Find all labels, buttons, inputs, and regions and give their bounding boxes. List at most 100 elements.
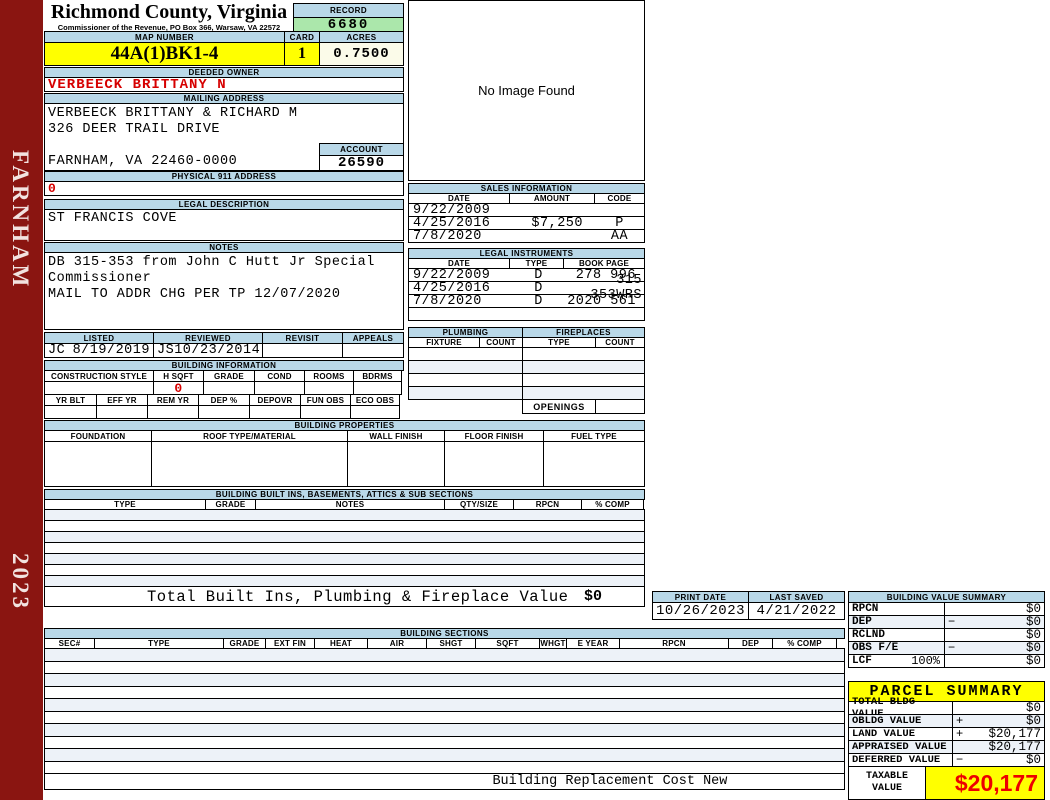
section-row [44,723,845,737]
ps-value-deferred: − $0 [952,753,1045,767]
plumbing-row [408,373,523,387]
instruments-col-book: BOOK PAGE [563,258,645,269]
dep-pct-value [198,405,250,419]
fireplaces-box: FIREPLACES TYPE COUNT OPENINGS [522,327,645,414]
cond-value [254,381,305,395]
instrument-date: 7/8/2020 [413,293,482,309]
map-section: MAP NUMBER CARD ACRES 44A(1)BK1-4 1 0.75… [44,31,404,66]
sales-row: 7/8/2020 AA [408,228,645,244]
vs-op: − [948,615,956,629]
vs-amount: $0 [1025,641,1041,655]
instrument-row [408,307,645,321]
visits-section: LISTED REVIEWED REVISIT APPEALS JC 8/19/… [44,332,404,358]
district-sidebar: FARNHAM 2023 [0,0,43,800]
vs-value-obs: − $0 [944,641,1045,655]
account-value: 26590 [319,155,404,171]
fireplaces-row [522,347,645,361]
instrument-book-page: 2020 561 [567,293,636,309]
section-row [44,648,845,662]
section-row [44,660,845,674]
sec-col-11: DEP [728,638,773,649]
print-date-value: 10/26/2023 [652,602,749,620]
plumbing-fireplaces-section: PLUMBING FIXTURE COUNT FIREPLACES TYPE C… [408,327,645,414]
fireplaces-row [522,386,645,400]
taxable-value-label: TAXABLE VALUE [848,766,926,800]
county-title-block: Richmond County, Virginia Commissioner o… [44,0,294,33]
taxable-value: $20,177 [925,766,1045,800]
vs-value-lcf: $0 [944,654,1045,668]
building-sections: BUILDING SECTIONS SEC# TYPE GRADE EXT FI… [44,628,845,790]
mailing-line-4: FARNHAM, VA 22460-0000 [48,154,238,169]
notes-line-2: Commissioner [48,271,152,286]
owner-section: DEEDED OWNER VERBEECK BRITTANY N [44,67,404,93]
instrument-book-page: 278 996 [575,267,636,283]
plumbing-col-fixture: FIXTURE [408,337,480,348]
instrument-type: D [534,280,543,296]
sec-col-1: TYPE [94,638,224,649]
ps-op: + [956,727,964,741]
ps-amount: $0 [1025,714,1041,728]
notes-line-3: MAIL TO ADDR CHG PER TP 12/07/2020 [48,287,341,302]
sale-amount: $7,250 [531,215,583,231]
builtins-col-qty: QTY/SIZE [444,499,514,510]
map-number-value: 44A(1)BK1-4 [44,42,285,66]
builtins-total-row: Total Built Ins, Plumbing & Fireplace Va… [44,586,645,607]
vs-label-rpcn: RPCN [848,602,945,616]
ps-amount: $20,177 [988,727,1041,741]
builtins-col-comp: % COMP [581,499,644,510]
sales-col-amount: AMOUNT [509,193,595,204]
vs-label-rclnd: RCLND [848,628,945,642]
bdrms-value [353,381,402,395]
appeals-value [342,343,404,358]
sales-section: SALES INFORMATION DATE AMOUNT CODE 9/22/… [408,183,645,244]
listed-date: 8/19/2019 [72,343,150,358]
vs-label-lcf: LCF 100% [848,654,945,668]
mailing-line-1: VERBEECK BRITTANY & RICHARD M [48,106,298,121]
sec-col-0: SEC# [44,638,95,649]
sec-col-4: HEAT [314,638,368,649]
acres-value: 0.7500 [319,42,404,66]
reviewed-value: JS 10/23/2014 [153,343,263,358]
mailing-line-3 [48,138,297,154]
section-row [44,710,845,724]
rem-yr-value [147,405,199,419]
plumbing-row [408,386,523,400]
section-row [44,698,845,712]
ps-label-land: LAND VALUE [848,727,953,741]
ps-label-total-bldg: TOTAL BLDG VALUE [848,696,953,720]
instruments-section: LEGAL INSTRUMENTS DATE TYPE BOOK PAGE 9/… [408,248,645,321]
instrument-book-page: 315 353WRS [590,273,642,303]
legal-description-section: LEGAL DESCRIPTION ST FRANCIS COVE [44,199,404,241]
instrument-type: D [534,267,543,283]
ps-label-obldg: OBLDG VALUE [848,714,953,728]
wall-finish-value [347,441,445,487]
fireplaces-row [522,373,645,387]
sec-col-12: % COMP [772,638,837,649]
vs-label-dep: DEP [848,615,945,629]
section-footer-row: Building Replacement Cost New [44,773,845,790]
sale-date: 7/8/2020 [413,228,482,244]
ps-amount: $0 [1025,753,1041,767]
section-row [44,685,845,699]
record-value: 6680 [293,17,404,33]
plumbing-box: PLUMBING FIXTURE COUNT [408,327,523,414]
record-box: RECORD 6680 [293,3,404,33]
instrument-row: 9/22/2009 D 278 996 [408,267,645,283]
account-box: ACCOUNT 26590 [319,143,404,171]
floor-finish-value [444,441,544,487]
hsqft-value: 0 [153,381,204,396]
county-header: Richmond County, Virginia Commissioner o… [44,0,404,33]
vs-op: − [948,641,956,655]
vs-amount: $0 [1025,628,1041,642]
revisit-value [262,343,343,358]
construction-style-value [44,381,154,395]
fun-obs-value [300,405,351,419]
vs-amount: $0 [1025,615,1041,629]
builtins-total-label: Total Built Ins, Plumbing & Fireplace Va… [147,587,569,606]
sec-col-8: WHGT [539,638,567,649]
section-row [44,673,845,687]
ps-label-deferred: DEFERRED VALUE [848,753,953,767]
parcel-summary: PARCEL SUMMARY TOTAL BLDG VALUE $0 OBLDG… [848,681,1045,800]
sale-code: P [615,215,624,231]
plumbing-col-count: COUNT [479,337,523,348]
